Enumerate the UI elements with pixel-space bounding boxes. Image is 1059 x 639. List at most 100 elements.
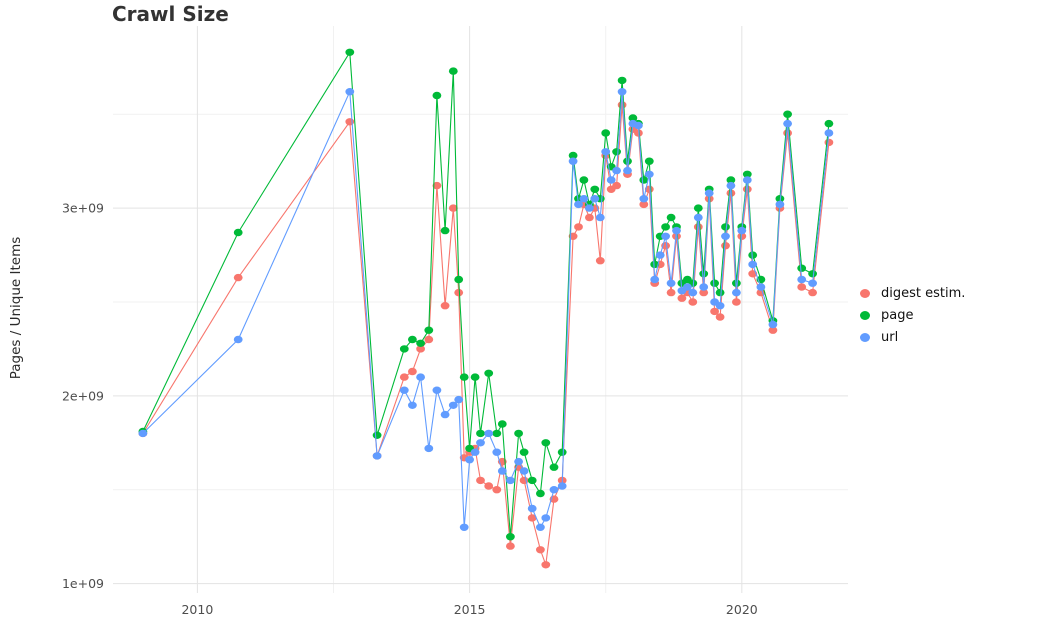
data-point-page <box>519 448 529 456</box>
data-point-page <box>549 463 559 471</box>
data-point-url <box>644 170 654 178</box>
data-point-page <box>506 533 515 541</box>
data-point-digest-estim <box>536 546 545 554</box>
data-point-digest-estim <box>644 185 654 193</box>
data-point-url <box>756 283 766 291</box>
data-point-digest-estim <box>783 129 792 137</box>
data-point-page <box>783 110 792 118</box>
data-point-page <box>541 439 551 447</box>
data-point-url <box>726 181 736 190</box>
data-point-digest-estim <box>824 138 834 147</box>
data-point-digest-estim <box>484 482 494 490</box>
data-point-url <box>585 204 594 212</box>
data-point-url <box>623 166 632 175</box>
data-point-page <box>601 129 611 137</box>
data-point-url <box>721 232 730 240</box>
data-point-digest-estim <box>454 288 464 297</box>
data-point-page <box>527 476 537 485</box>
data-point-url <box>574 200 583 209</box>
data-point-page <box>590 185 600 193</box>
legend-item: url <box>860 330 965 345</box>
data-point-page <box>661 223 670 231</box>
data-point-page <box>824 119 834 128</box>
data-point-page <box>497 420 507 428</box>
legend-label: url <box>881 330 899 345</box>
data-point-page <box>399 345 409 353</box>
data-point-url <box>797 275 807 284</box>
data-point-digest-estim <box>699 288 709 297</box>
data-point-url <box>459 523 469 531</box>
legend-label: page <box>881 308 914 323</box>
data-point-url <box>655 251 665 259</box>
data-point-url <box>783 119 792 128</box>
data-point-page <box>699 270 709 278</box>
data-point-page <box>372 431 382 439</box>
data-point-page <box>742 170 752 178</box>
data-point-digest-estim <box>432 181 442 190</box>
data-point-digest-estim <box>666 288 676 297</box>
data-point-digest-estim <box>677 294 687 302</box>
data-point-url <box>492 448 502 456</box>
data-point-url <box>606 176 616 184</box>
chart-title: Crawl Size <box>112 2 229 26</box>
x-tick-label: 2010 <box>181 602 213 617</box>
data-point-url <box>536 523 545 531</box>
legend-item: page <box>860 308 965 323</box>
data-point-page <box>432 91 442 100</box>
data-point-digest-estim <box>574 223 583 231</box>
data-point-digest-estim <box>595 257 605 265</box>
data-point-digest-estim <box>768 326 778 334</box>
data-point-page <box>233 228 243 237</box>
data-point-page <box>476 429 485 438</box>
data-point-url <box>440 410 450 419</box>
data-point-page <box>459 373 469 381</box>
data-point-url <box>408 401 417 409</box>
data-point-url <box>775 200 785 209</box>
y-tick-label: 2e+09 <box>62 388 104 403</box>
data-point-url <box>519 467 529 475</box>
data-point-digest-estim <box>506 542 515 550</box>
data-point-page <box>345 48 355 56</box>
data-point-digest-estim <box>710 307 719 316</box>
data-point-url <box>737 226 747 235</box>
legend-label: digest estim. <box>881 286 966 301</box>
data-point-page <box>470 373 480 381</box>
data-point-digest-estim <box>492 486 502 494</box>
data-point-page <box>416 339 425 347</box>
data-point-page <box>612 148 621 156</box>
data-point-digest-estim <box>399 373 409 381</box>
data-point-digest-estim <box>345 118 355 126</box>
data-point-digest-estim <box>634 129 643 137</box>
data-point-digest-estim <box>639 200 649 209</box>
data-point-url <box>683 283 692 291</box>
data-point-url <box>432 386 442 394</box>
data-point-digest-estim <box>612 181 621 190</box>
data-point-digest-estim <box>808 288 817 297</box>
data-point-page <box>726 176 736 184</box>
data-point-page <box>721 223 730 231</box>
data-point-page <box>639 176 649 184</box>
data-point-page <box>484 369 494 377</box>
data-point-digest-estim <box>440 302 450 310</box>
y-tick-label: 3e+09 <box>62 201 104 216</box>
data-point-url <box>541 514 551 522</box>
data-point-url <box>557 482 567 490</box>
data-point-url <box>476 439 485 447</box>
data-point-page <box>650 260 660 269</box>
data-point-url <box>612 166 621 175</box>
data-point-page <box>424 326 434 334</box>
data-point-url <box>672 226 681 235</box>
data-point-page <box>454 275 464 284</box>
data-point-url <box>661 232 670 240</box>
data-point-url <box>617 88 627 96</box>
data-point-url <box>595 213 605 222</box>
data-point-url <box>590 195 600 203</box>
data-point-page <box>440 226 450 235</box>
data-point-url <box>666 279 676 287</box>
data-point-digest-estim <box>527 514 537 522</box>
legend-swatch-icon <box>860 311 870 320</box>
legend-swatch-icon <box>860 333 870 342</box>
data-point-digest-estim <box>797 283 807 291</box>
data-point-page <box>557 448 567 456</box>
data-point-digest-estim <box>715 313 725 321</box>
